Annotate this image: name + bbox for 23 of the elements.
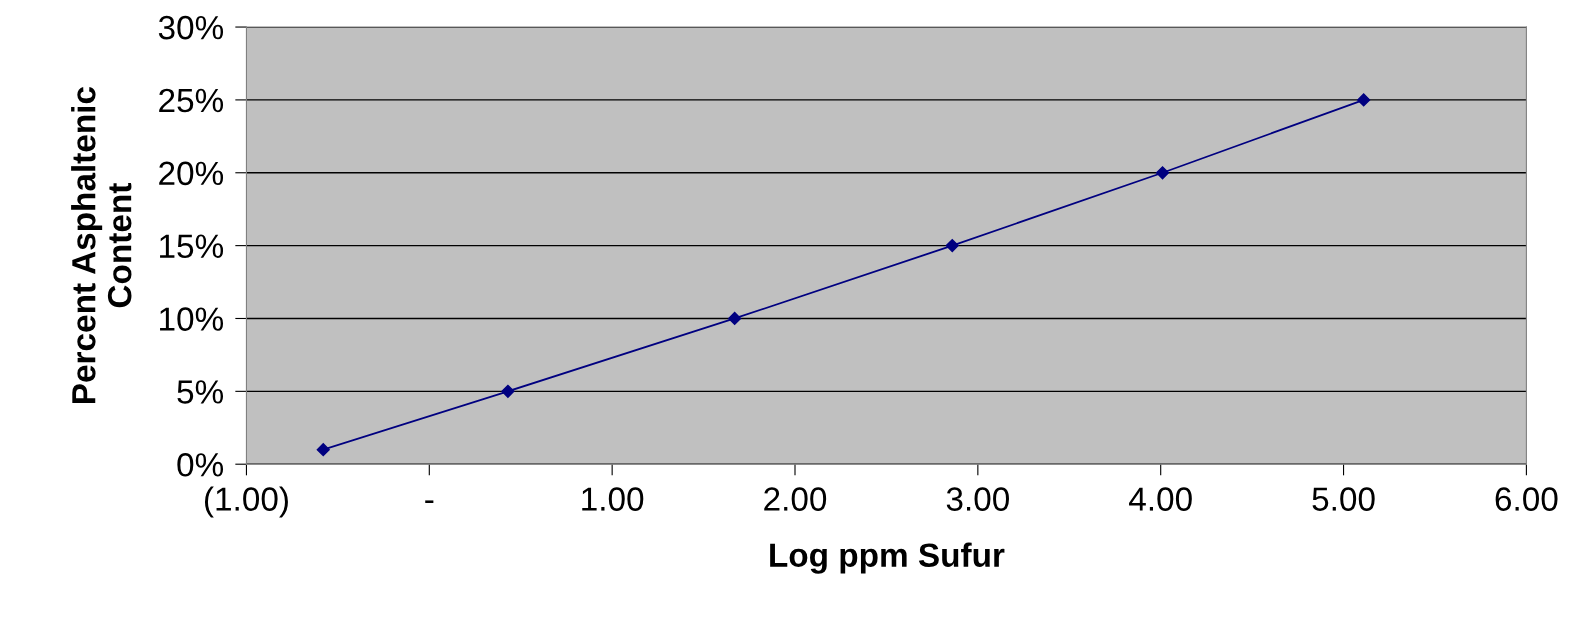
point <box>945 239 959 253</box>
x-tick-label: 2.00 <box>764 487 827 511</box>
x-tick-label: (1.00) <box>204 486 288 518</box>
point <box>501 384 515 398</box>
y-tick-label: 20% <box>159 161 224 186</box>
x-tick-label: 5.00 <box>1312 487 1375 511</box>
point <box>1357 93 1371 107</box>
x-axis-title: Log ppm Sufur <box>770 542 1005 574</box>
point <box>1155 166 1170 180</box>
y-tick-label: 25% <box>159 88 224 113</box>
x-tick-label: - <box>425 500 434 504</box>
point <box>316 443 330 457</box>
point <box>728 311 742 326</box>
x-tick-label: 6.00 <box>1495 487 1558 511</box>
y-tick-label: 0% <box>177 453 224 477</box>
y-tick-label: 5% <box>177 380 224 404</box>
y-tick-label: 10% <box>160 307 224 331</box>
y-tick-label: 30% <box>158 15 224 40</box>
y-axis-title: Percent Asphaltenic Content <box>71 86 132 403</box>
x-tick-label: 1.00 <box>582 487 644 511</box>
x-tick-label: 3.00 <box>946 487 1009 511</box>
x-tick-label: 4.00 <box>1129 487 1192 511</box>
y-tick-label: 15% <box>160 234 224 259</box>
